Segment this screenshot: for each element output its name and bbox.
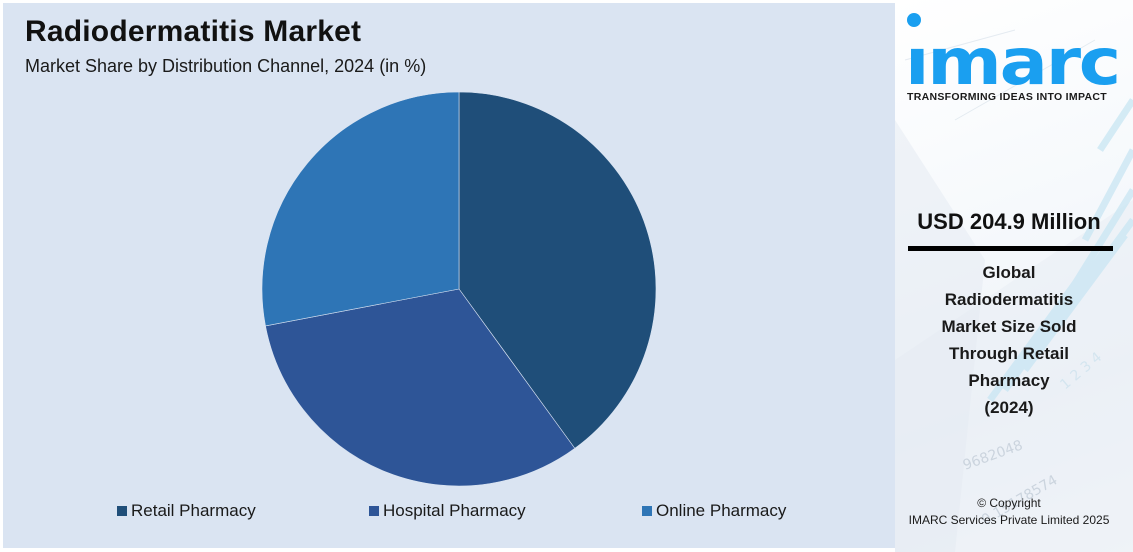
chart-panel: Radiodermatitis Market Market Share by D… xyxy=(3,3,895,548)
description-line: Global xyxy=(982,263,1036,282)
description-line: Pharmacy xyxy=(968,371,1050,390)
svg-text:ımarc: ımarc xyxy=(905,26,1119,92)
description-line: Market Size Sold xyxy=(941,317,1077,336)
info-side-panel: 1 2 3 4 9682048 0.15178574 ımarc TRANSFO… xyxy=(895,0,1133,552)
market-size-description: Global Radiodermatitis Market Size Sold … xyxy=(895,259,1123,421)
legend-label: Online Pharmacy xyxy=(656,501,787,520)
pie-slice-retail-pharmacy xyxy=(458,91,657,449)
description-line: Through Retail xyxy=(949,344,1069,363)
market-size-value: USD 204.9 Million xyxy=(917,209,1101,234)
brand-tagline: TRANSFORMING IDEAS INTO IMPACT xyxy=(907,91,1107,103)
imarc-logo-icon: ımarc xyxy=(905,13,1121,92)
pie-slice-online-pharmacy xyxy=(261,91,460,327)
pie-slice-hospital-pharmacy xyxy=(265,288,576,487)
legend-item-hospital-pharmacy: Hospital Pharmacy xyxy=(369,501,526,521)
legend-swatch-icon xyxy=(642,506,652,516)
legend-item-online-pharmacy: Online Pharmacy xyxy=(642,501,786,521)
copyright-notice: © Copyright IMARC Services Private Limit… xyxy=(895,495,1123,529)
copyright-line: © Copyright xyxy=(977,496,1041,510)
description-line: (2024) xyxy=(984,398,1034,417)
chart-subtitle: Market Share by Distribution Channel, 20… xyxy=(25,56,427,76)
divider xyxy=(908,246,1113,251)
pie-chart xyxy=(261,91,657,487)
legend-swatch-icon xyxy=(117,506,127,516)
chart-title: Radiodermatitis Market xyxy=(25,15,362,48)
decorative-chart-background-icon: 1 2 3 4 9682048 0.15178574 xyxy=(895,29,1133,552)
legend-swatch-icon xyxy=(369,506,379,516)
legend-item-retail-pharmacy: Retail Pharmacy xyxy=(117,501,256,521)
chart-legend: Retail Pharmacy Hospital Pharmacy Online… xyxy=(3,501,895,525)
legend-label: Retail Pharmacy xyxy=(131,501,256,520)
description-line: Radiodermatitis xyxy=(944,290,1074,309)
legend-label: Hospital Pharmacy xyxy=(383,501,526,520)
copyright-line: IMARC Services Private Limited 2025 xyxy=(908,513,1110,527)
